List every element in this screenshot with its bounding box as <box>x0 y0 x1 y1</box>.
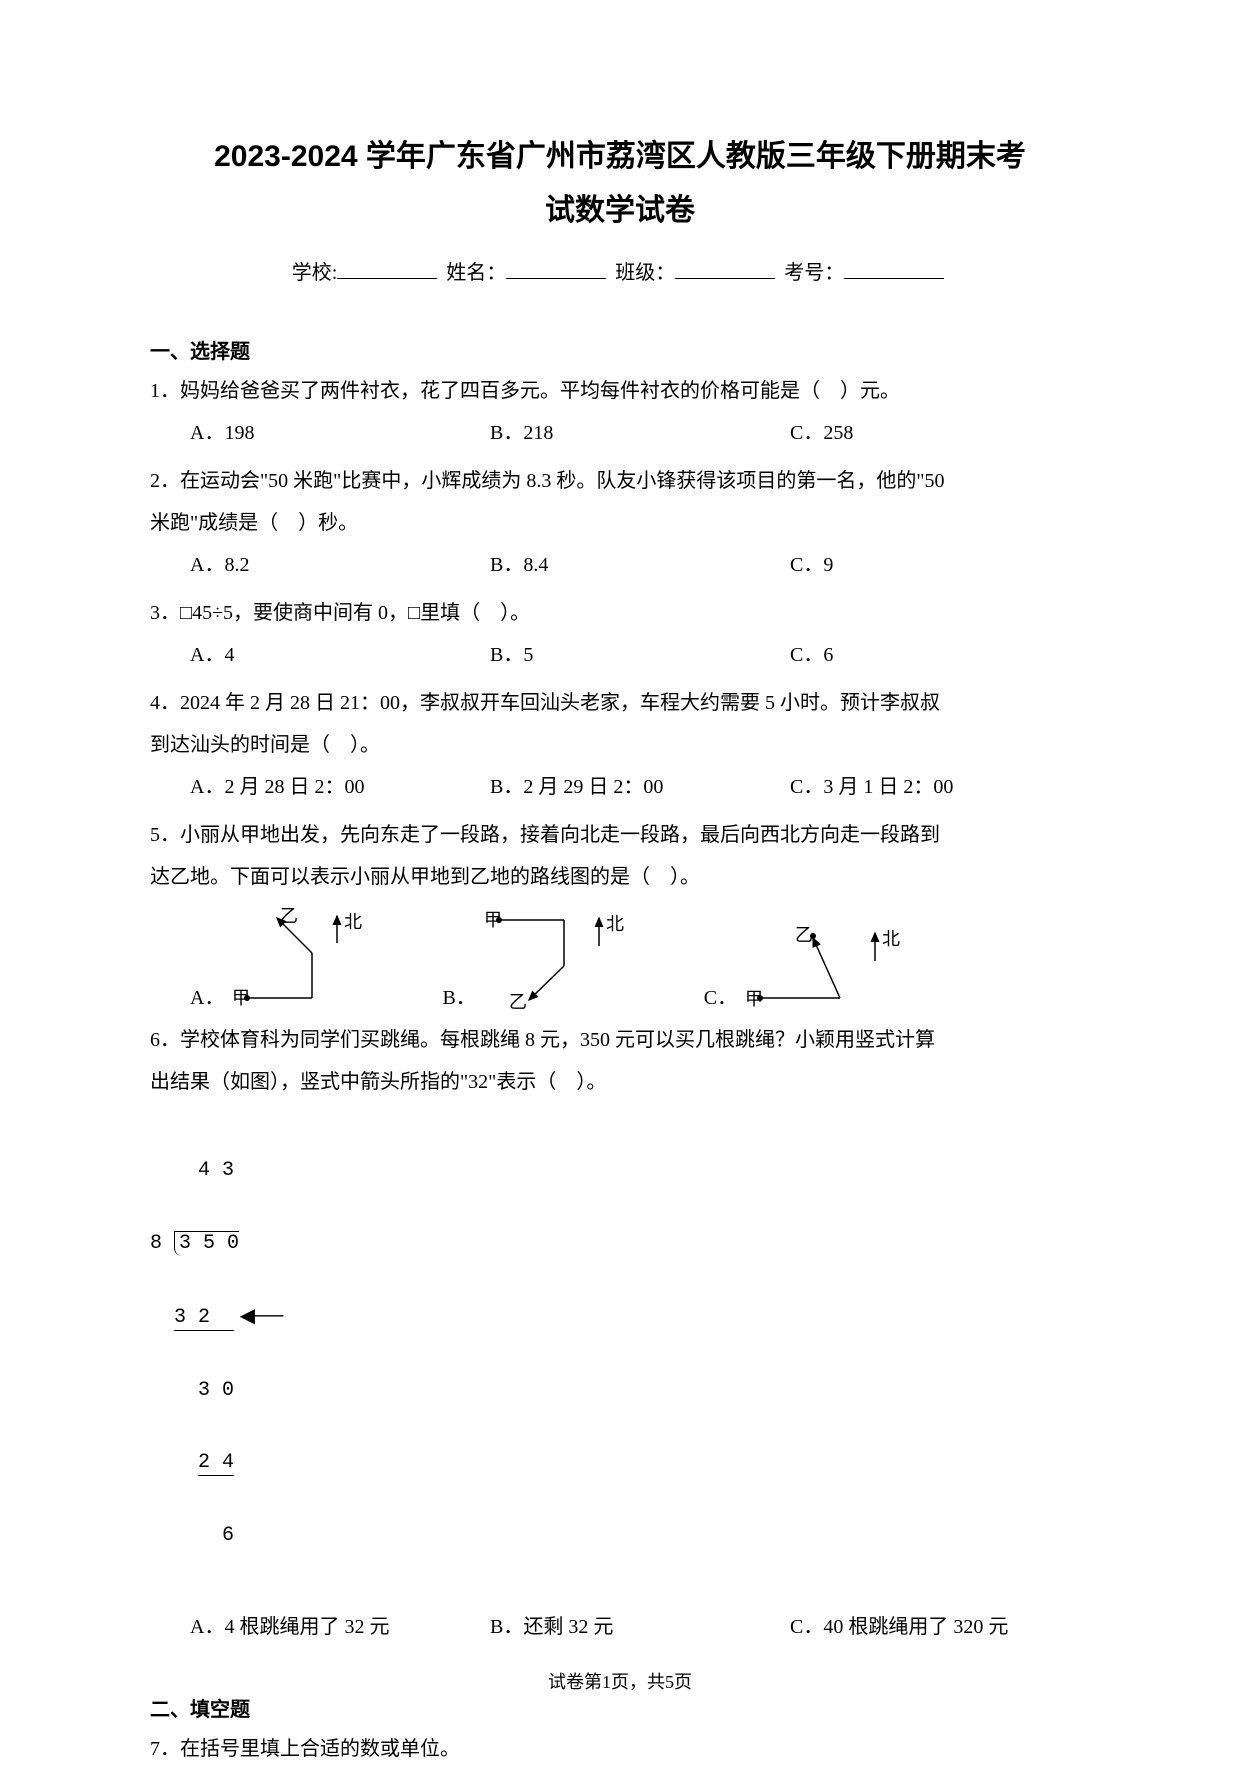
div-sub1: 3 2 <box>174 1306 210 1329</box>
school-label: 学校: <box>292 262 338 284</box>
q5-diagram-b: 甲 乙 北 <box>484 908 644 1013</box>
exam-title-line1: 2023-2024 学年广东省广州市荔湾区人教版三年级下册期末考 <box>150 130 1090 184</box>
q2-options: A．8.2 B．8.4 C．9 <box>150 544 1090 586</box>
div-dividend: 3 5 0 <box>179 1232 239 1255</box>
q2-opt-c: C．9 <box>790 544 1090 586</box>
div-rem1: 3 0 <box>198 1379 234 1402</box>
q5-text-1: 5．小丽从甲地出发，先向东走了一段路，接着向北走一段路，最后向西北方向走一段路到 <box>150 814 1090 856</box>
q6-opt-a: A．4 根跳绳用了 32 元 <box>190 1606 490 1648</box>
examno-label: 考号： <box>784 262 844 284</box>
div-divisor: 8 <box>150 1232 162 1255</box>
q5-opt-b-label: B． <box>442 983 475 1013</box>
arrow-left-icon: ◀── <box>234 1305 283 1327</box>
school-blank <box>337 260 437 279</box>
q5-opt-c: C． 甲 乙 北 <box>704 923 915 1013</box>
q5c-bei: 北 <box>882 929 900 949</box>
exam-page: 2023-2024 学年广东省广州市荔湾区人教版三年级下册期末考 试数学试卷 学… <box>0 0 1240 1754</box>
q3-text: 3．□45÷5，要使商中间有 0，□里填（ ）。 <box>150 592 1090 634</box>
q5-text-2: 达乙地。下面可以表示小丽从甲地到乙地的路线图的是（ ）。 <box>150 856 1090 898</box>
page-footer: 试卷第1页，共5页 <box>0 1668 1240 1694</box>
q5a-bei: 北 <box>344 912 362 932</box>
q5b-bei: 北 <box>606 914 624 934</box>
q3-opt-a: A．4 <box>190 634 490 676</box>
q5-opt-a-label: A． <box>190 983 224 1013</box>
q5a-yi: 乙 <box>280 908 298 926</box>
q5-opt-b: B． 甲 乙 北 <box>442 908 643 1013</box>
q1-opt-a: A．198 <box>190 412 490 454</box>
q3-opt-c: C．6 <box>790 634 1090 676</box>
q5b-yi: 乙 <box>509 992 527 1012</box>
q6-opt-c: C．40 根跳绳用了 320 元 <box>790 1606 1090 1648</box>
class-blank <box>675 260 775 279</box>
q4-opt-a: A．2 月 28 日 2：00 <box>190 766 490 808</box>
q4-opt-c: C．3 月 1 日 2：00 <box>790 766 1090 808</box>
q1-options: A．198 B．218 C．258 <box>150 412 1090 454</box>
class-label: 班级： <box>615 262 675 284</box>
q6-opt-b: B．还剩 32 元 <box>490 1606 790 1648</box>
q6-text-2: 出结果（如图），竖式中箭头所指的"32"表示（ ）。 <box>150 1061 1090 1103</box>
q6-text-1: 6．学校体育科为同学们买跳绳。每根跳绳 8 元，350 元可以买几根跳绳？小颖用… <box>150 1019 1090 1061</box>
q4-opt-b: B．2 月 29 日 2：00 <box>490 766 790 808</box>
q6-options: A．4 根跳绳用了 32 元 B．还剩 32 元 C．40 根跳绳用了 320 … <box>150 1606 1090 1648</box>
section-2-heading: 二、填空题 <box>150 1693 1090 1722</box>
name-blank <box>506 260 606 279</box>
q4-text-2: 到达汕头的时间是（ ）。 <box>150 724 1090 766</box>
q2-opt-a: A．8.2 <box>190 544 490 586</box>
q5-opt-a: A． 甲 乙 北 <box>190 908 382 1013</box>
q3-opt-b: B．5 <box>490 634 790 676</box>
q5-diagram-c: 甲 乙 北 <box>745 923 915 1013</box>
student-info-line: 学校: 姓名： 班级： 考号： <box>150 256 1090 285</box>
q5-opt-c-label: C． <box>704 983 737 1013</box>
q5-options: A． 甲 乙 北 B． <box>150 908 1090 1013</box>
q1-opt-c: C．258 <box>790 412 1090 454</box>
q2-text-1: 2．在运动会"50 米跑"比赛中，小辉成绩为 8.3 秒。队友小锋获得该项目的第… <box>150 460 1090 502</box>
q2-text-2: 米跑"成绩是（ ）秒。 <box>150 502 1090 544</box>
q7-text: 7．在括号里填上合适的数或单位。 <box>150 1728 1090 1770</box>
div-rem2: 6 <box>222 1524 234 1547</box>
q3-options: A．4 B．5 C．6 <box>150 634 1090 676</box>
q4-text-1: 4．2024 年 2 月 28 日 21：00，李叔叔开车回汕头老家，车程大约需… <box>150 682 1090 724</box>
q2-opt-b: B．8.4 <box>490 544 790 586</box>
q4-options: A．2 月 28 日 2：00 B．2 月 29 日 2：00 C．3 月 1 … <box>150 766 1090 808</box>
q1-opt-b: B．218 <box>490 412 790 454</box>
q6-long-division: 4 3 8 3 5 0 3 2 ◀── 3 0 2 4 6 <box>150 1111 1090 1596</box>
q1-text: 1．妈妈给爸爸买了两件衬衣，花了四百多元。平均每件衬衣的价格可能是（ ）元。 <box>150 370 1090 412</box>
name-label: 姓名： <box>446 262 506 284</box>
section-1-heading: 一、选择题 <box>150 335 1090 364</box>
div-sub2: 2 4 <box>198 1451 234 1474</box>
q5-diagram-a: 甲 乙 北 <box>232 908 382 1013</box>
q5c-jia: 甲 <box>745 989 763 1009</box>
examno-blank <box>844 260 944 279</box>
exam-title-line2: 试数学试卷 <box>150 184 1090 238</box>
div-quotient: 4 3 <box>198 1159 234 1182</box>
